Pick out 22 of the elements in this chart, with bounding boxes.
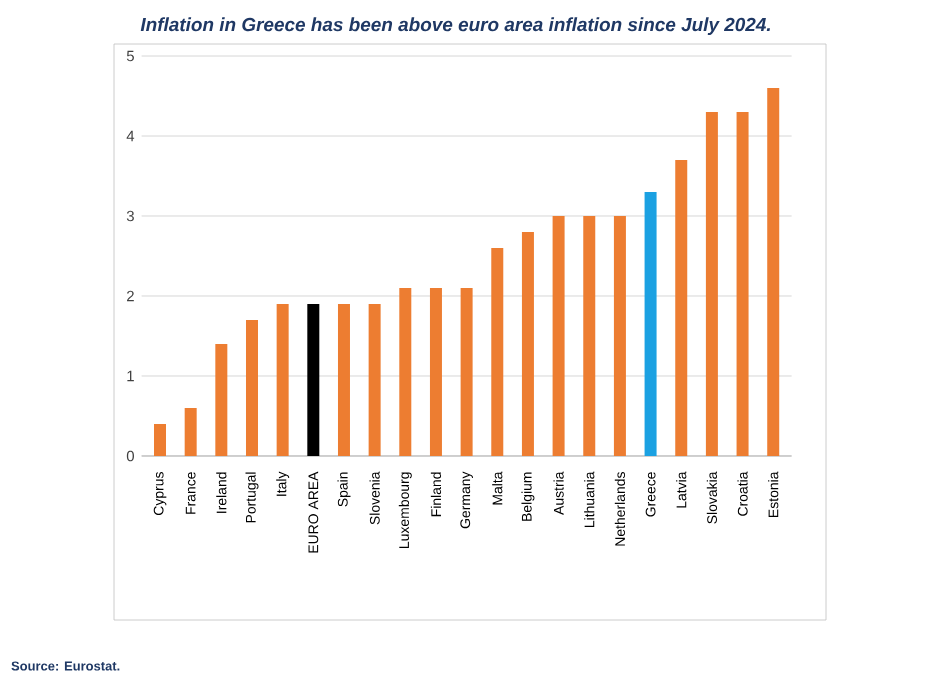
bar xyxy=(276,304,289,456)
bar xyxy=(613,216,626,456)
bar xyxy=(154,424,167,456)
bar xyxy=(460,288,473,456)
bar xyxy=(705,112,718,456)
bar xyxy=(552,216,565,456)
bar xyxy=(184,408,197,456)
bar xyxy=(675,160,688,456)
bar xyxy=(429,288,442,456)
chart-title: Inflation in Greece has been above euro area inflation since July 2024. xyxy=(140,17,770,35)
bar xyxy=(583,216,596,456)
bar xyxy=(245,320,258,456)
bar xyxy=(644,192,657,456)
bar xyxy=(767,88,780,456)
bar xyxy=(736,112,749,456)
bar xyxy=(307,304,320,456)
bar xyxy=(368,304,381,456)
bar xyxy=(491,248,504,456)
bar xyxy=(215,344,228,456)
bar xyxy=(337,304,350,456)
bar xyxy=(521,232,534,456)
bar xyxy=(399,288,412,456)
